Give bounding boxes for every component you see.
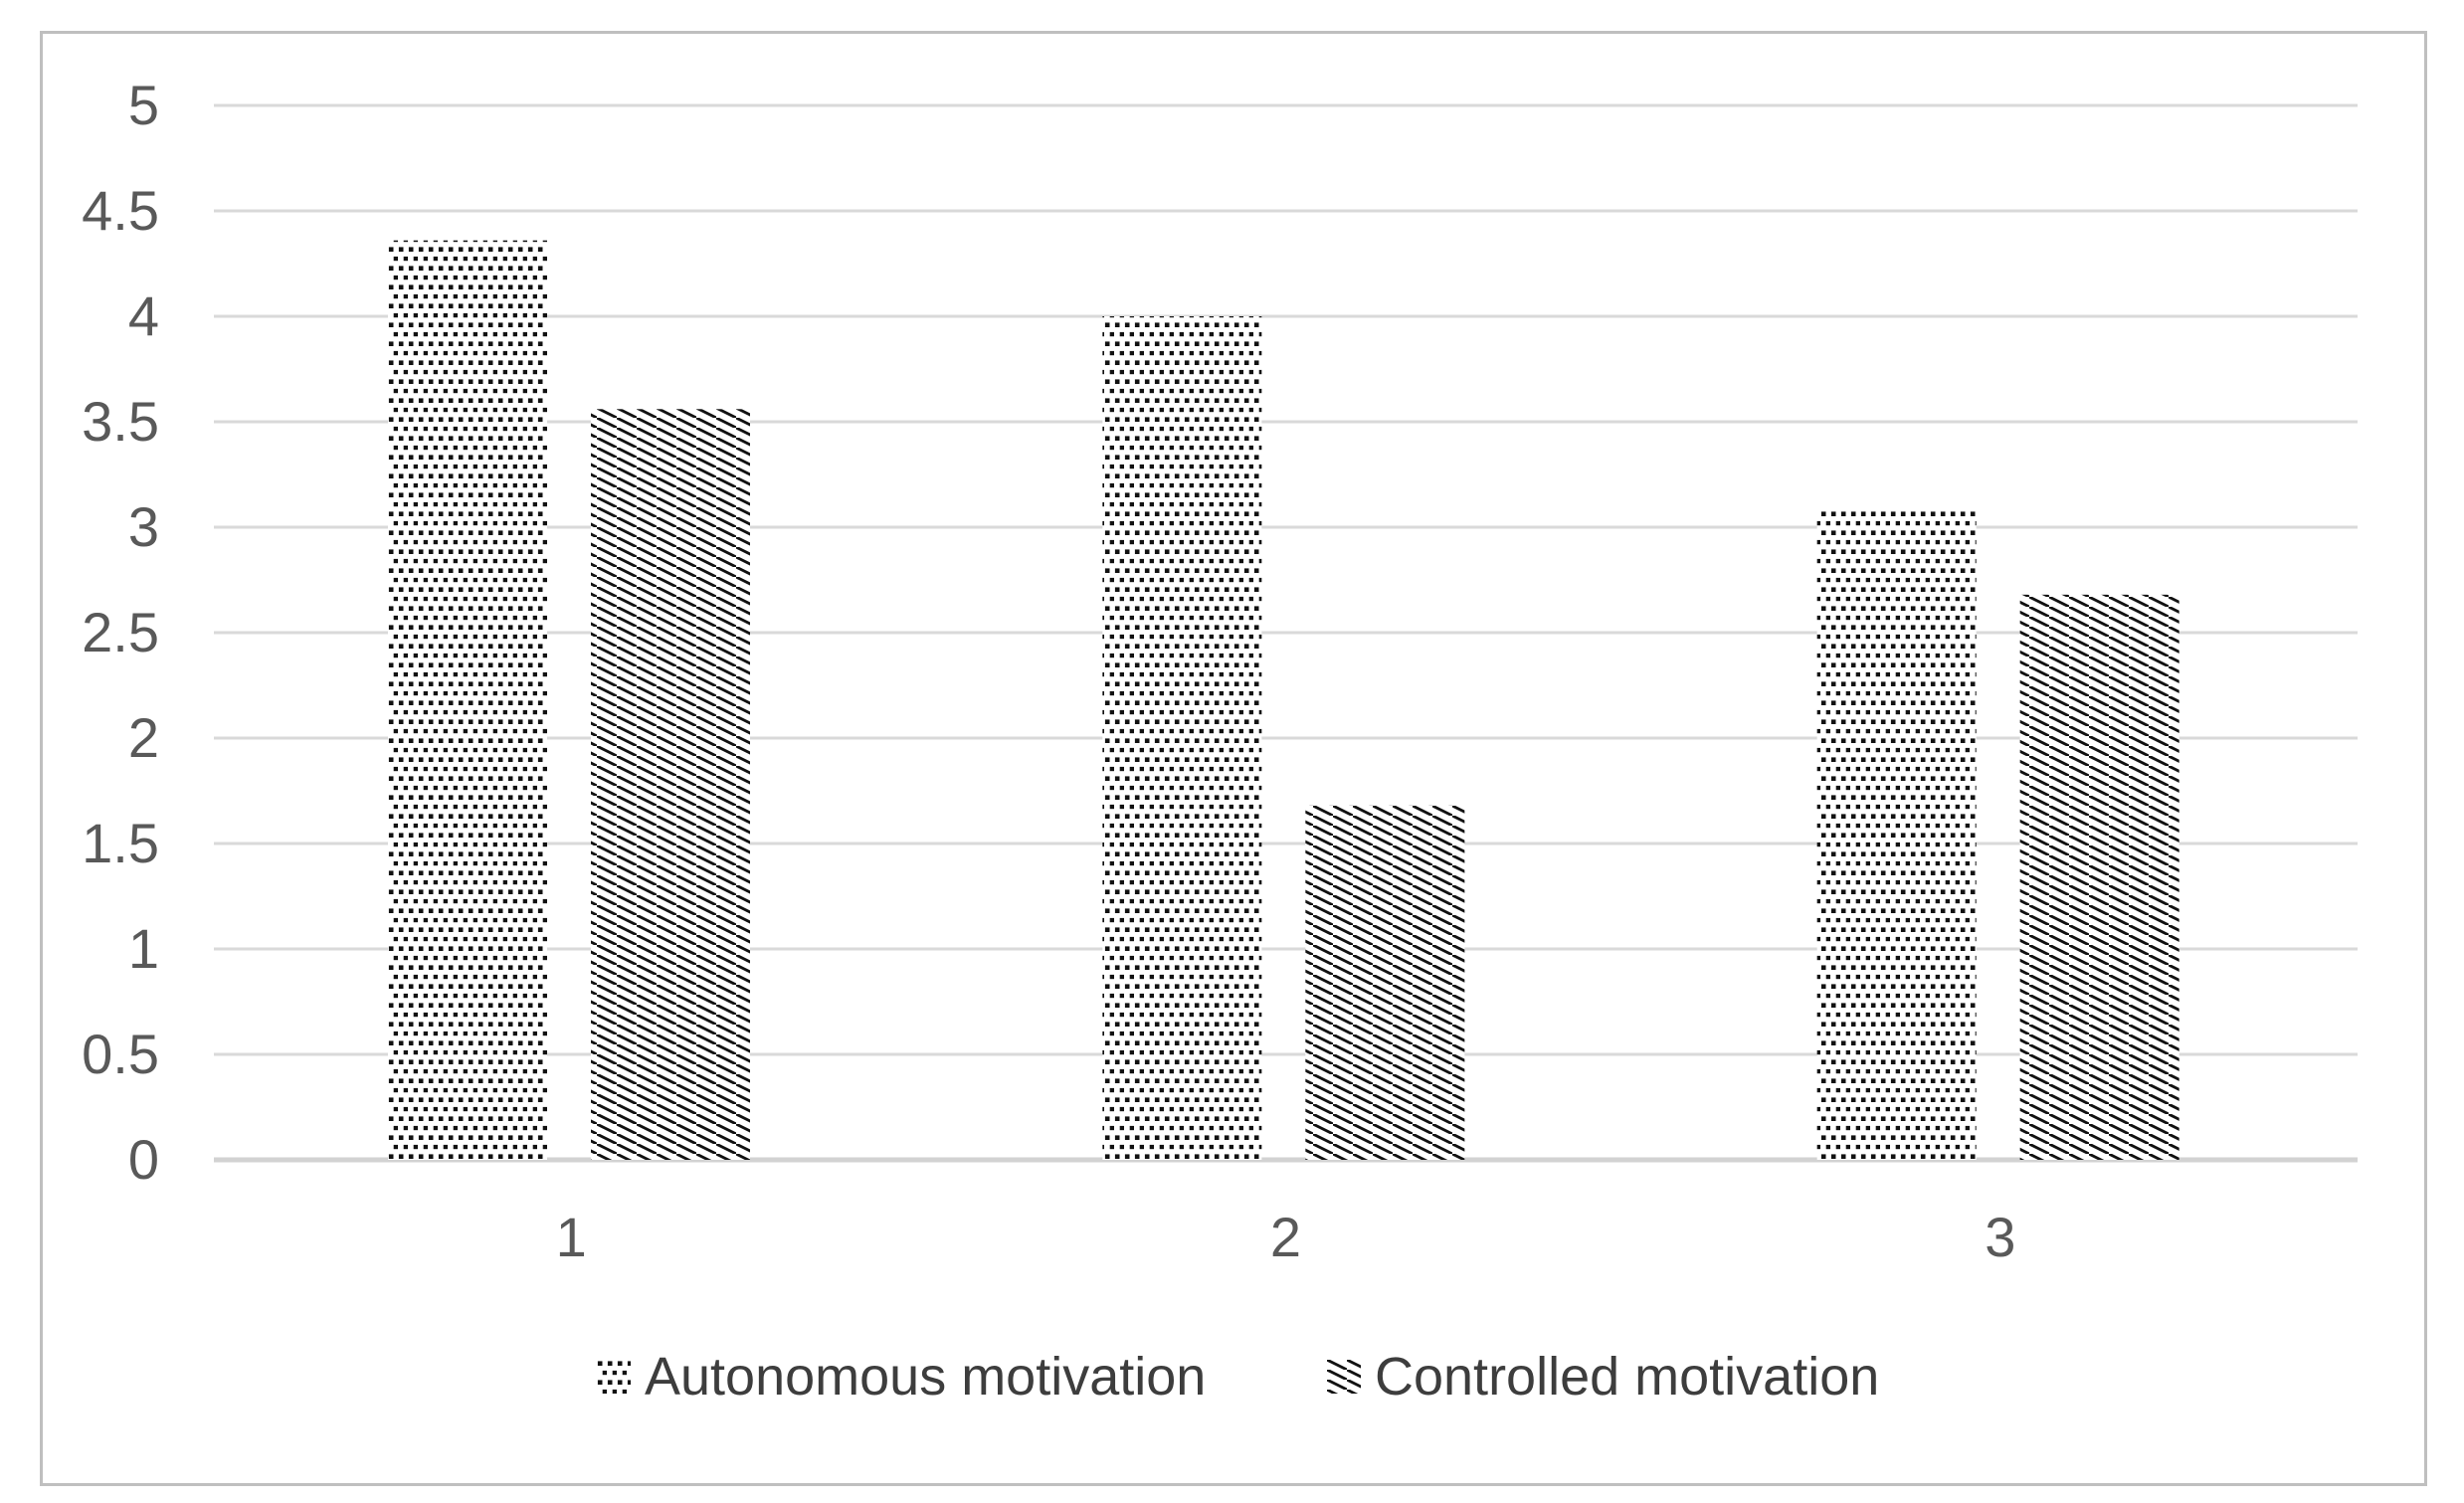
y-tick-label: 5 bbox=[127, 74, 159, 136]
legend-item-autonomous: Autonomous motivation bbox=[597, 1345, 1206, 1409]
bar-autonomous-cat1 bbox=[388, 240, 547, 1160]
x-tick-label: 3 bbox=[1985, 1206, 2016, 1268]
bar-autonomous-cat3 bbox=[1816, 507, 1977, 1160]
y-tick-label: 2 bbox=[127, 706, 159, 769]
bars bbox=[388, 240, 2180, 1160]
y-tick-label: 0 bbox=[127, 1128, 159, 1191]
y-tick-label: 3.5 bbox=[82, 390, 159, 453]
y-tick-label: 4 bbox=[127, 284, 159, 347]
gridlines bbox=[214, 103, 2358, 1163]
bar-autonomous-cat2 bbox=[1102, 316, 1262, 1160]
legend-label-autonomous: Autonomous motivation bbox=[645, 1347, 1207, 1407]
x-tick-label: 2 bbox=[1269, 1206, 1302, 1268]
dotted-pattern-swatch-icon bbox=[597, 1360, 631, 1394]
legend-label-controlled: Controlled motivation bbox=[1375, 1347, 1880, 1407]
y-tick-label: 2.5 bbox=[82, 601, 159, 663]
y-tick-label: 1 bbox=[127, 917, 159, 980]
hatch-pattern-swatch-icon bbox=[1327, 1360, 1361, 1394]
legend-item-controlled: Controlled motivation bbox=[1327, 1345, 1879, 1409]
y-tick-label: 3 bbox=[127, 495, 159, 558]
bar-controlled-cat3 bbox=[2019, 594, 2180, 1160]
y-tick-label: 4.5 bbox=[82, 179, 159, 242]
bar-controlled-cat1 bbox=[591, 409, 750, 1160]
bar-controlled-cat2 bbox=[1305, 805, 1465, 1160]
y-tick-label: 0.5 bbox=[82, 1023, 159, 1085]
x-tick-label: 1 bbox=[555, 1206, 587, 1268]
y-tick-label: 1.5 bbox=[82, 812, 159, 874]
